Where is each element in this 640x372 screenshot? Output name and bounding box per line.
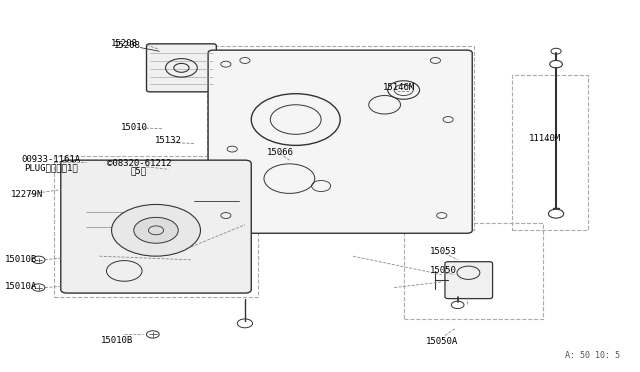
- Text: 15208: 15208: [114, 41, 141, 50]
- Text: （5）: （5）: [131, 167, 147, 176]
- Circle shape: [111, 205, 200, 256]
- Text: PLUGプラグ（1）: PLUGプラグ（1）: [24, 164, 78, 173]
- Text: 15010A: 15010A: [5, 282, 38, 291]
- Bar: [511, 75, 588, 230]
- Text: 15146M: 15146M: [383, 83, 415, 92]
- Text: 15050A: 15050A: [426, 337, 458, 346]
- Circle shape: [134, 217, 179, 243]
- Bar: [404, 223, 543, 319]
- FancyBboxPatch shape: [445, 262, 493, 299]
- Text: A: 50 10: 5: A: 50 10: 5: [564, 350, 620, 359]
- Text: 15053: 15053: [430, 247, 457, 256]
- Bar: [207, 46, 474, 230]
- FancyBboxPatch shape: [61, 160, 252, 293]
- Text: 15010: 15010: [120, 123, 147, 132]
- Bar: [54, 157, 258, 297]
- Text: 00933-1161A: 00933-1161A: [22, 155, 81, 164]
- Text: 15208: 15208: [111, 39, 138, 48]
- Text: 15010B: 15010B: [5, 255, 38, 264]
- Text: 11140M: 11140M: [529, 134, 561, 143]
- Text: 15050: 15050: [430, 266, 457, 275]
- Text: ©08320-61212: ©08320-61212: [107, 158, 171, 168]
- FancyBboxPatch shape: [208, 50, 472, 233]
- Text: 15066: 15066: [266, 148, 293, 157]
- Text: 12279N: 12279N: [11, 190, 44, 199]
- Text: 15132: 15132: [156, 137, 182, 145]
- FancyBboxPatch shape: [147, 44, 216, 92]
- Text: 15010B: 15010B: [100, 336, 132, 345]
